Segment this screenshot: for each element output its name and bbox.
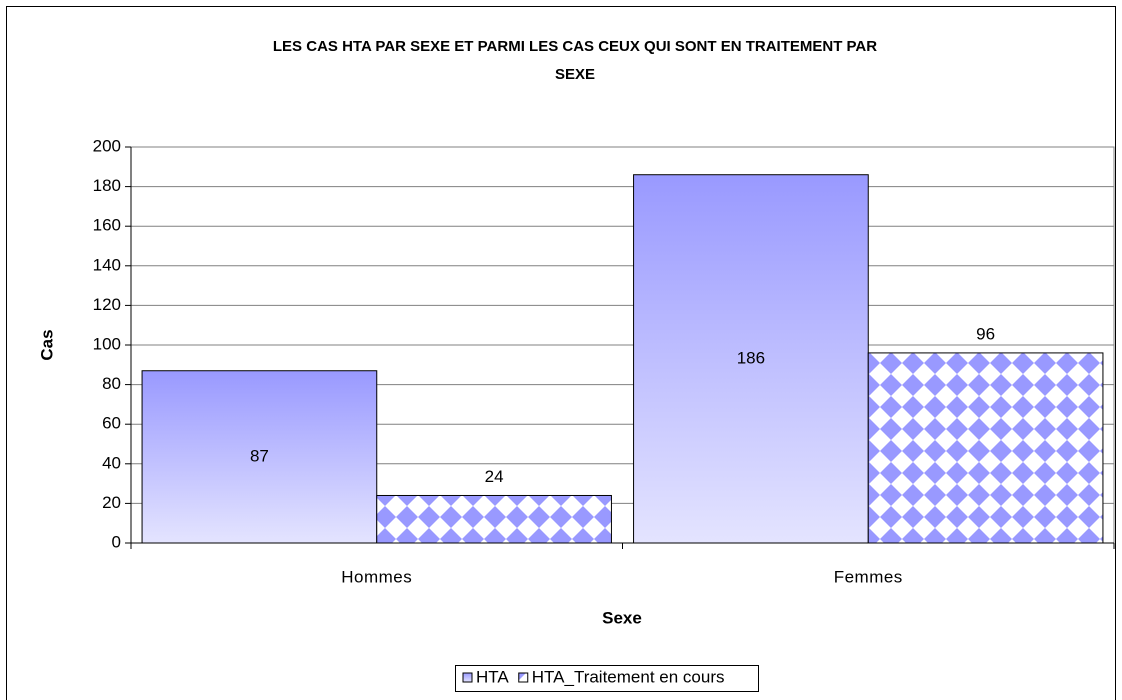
y-tick-label: 120 bbox=[93, 295, 121, 314]
data-label: 87 bbox=[250, 446, 269, 465]
bar bbox=[141, 370, 378, 544]
chart-title: LES CAS HTA PAR SEXE ET PARMI LES CAS CE… bbox=[273, 38, 877, 55]
y-tick-label: 80 bbox=[102, 374, 121, 393]
legend-label: HTA_Traitement en cours bbox=[532, 667, 725, 686]
bar bbox=[376, 494, 612, 544]
y-tick-label: 180 bbox=[93, 176, 121, 195]
bar bbox=[633, 174, 869, 544]
data-label: 24 bbox=[485, 467, 504, 486]
x-tick-label: Femmes bbox=[834, 567, 903, 586]
bar bbox=[867, 352, 1104, 544]
legend bbox=[455, 665, 759, 692]
y-tick-label: 200 bbox=[93, 136, 121, 155]
chart-title: SEXE bbox=[555, 66, 595, 83]
legend-swatch bbox=[462, 672, 473, 683]
y-axis-title: Cas bbox=[37, 329, 56, 360]
y-tick-label: 100 bbox=[93, 334, 121, 353]
legend-swatch bbox=[518, 672, 529, 683]
y-tick-label: 40 bbox=[102, 453, 121, 472]
y-tick-label: 140 bbox=[93, 255, 121, 274]
y-tick-label: 20 bbox=[102, 493, 121, 512]
y-tick-label: 0 bbox=[112, 532, 121, 551]
x-axis-title: Sexe bbox=[602, 608, 642, 627]
x-tick-label: Hommes bbox=[341, 567, 412, 586]
data-label: 186 bbox=[737, 348, 765, 367]
legend-label: HTA bbox=[476, 667, 509, 686]
data-label: 96 bbox=[976, 324, 995, 343]
y-tick-label: 60 bbox=[102, 414, 121, 433]
y-tick-label: 160 bbox=[93, 216, 121, 235]
